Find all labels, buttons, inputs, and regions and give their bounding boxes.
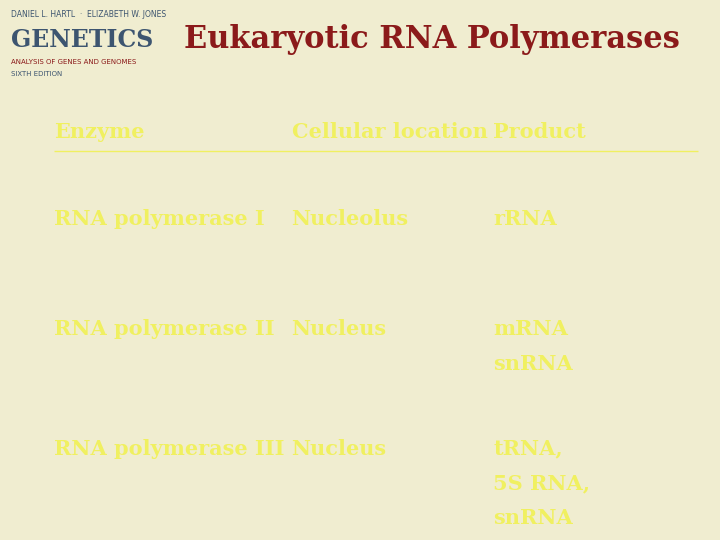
Text: mRNA: mRNA: [493, 319, 568, 339]
Text: 5S RNA,: 5S RNA,: [493, 473, 590, 493]
Text: RNA polymerase III: RNA polymerase III: [54, 439, 284, 459]
Text: Cellular location: Cellular location: [292, 122, 487, 142]
Text: RNA polymerase II: RNA polymerase II: [54, 319, 274, 339]
Text: Nucleus: Nucleus: [292, 319, 387, 339]
Text: RNA polymerase I: RNA polymerase I: [54, 209, 265, 229]
Text: snRNA: snRNA: [493, 508, 573, 528]
Text: snRNA: snRNA: [493, 354, 573, 374]
Text: tRNA,: tRNA,: [493, 439, 563, 459]
Text: rRNA: rRNA: [493, 209, 557, 229]
Text: SIXTH EDITION: SIXTH EDITION: [11, 71, 62, 77]
Text: DANIEL L. HARTL  ·  ELIZABETH W. JONES: DANIEL L. HARTL · ELIZABETH W. JONES: [11, 10, 166, 19]
Text: Enzyme: Enzyme: [54, 122, 145, 142]
Text: Product: Product: [493, 122, 586, 142]
Text: Eukaryotic RNA Polymerases: Eukaryotic RNA Polymerases: [184, 24, 680, 56]
Text: GENETICS: GENETICS: [11, 28, 153, 52]
Text: Nucleolus: Nucleolus: [292, 209, 409, 229]
Text: ANALYSIS OF GENES AND GENOMES: ANALYSIS OF GENES AND GENOMES: [11, 59, 136, 65]
Text: Nucleus: Nucleus: [292, 439, 387, 459]
